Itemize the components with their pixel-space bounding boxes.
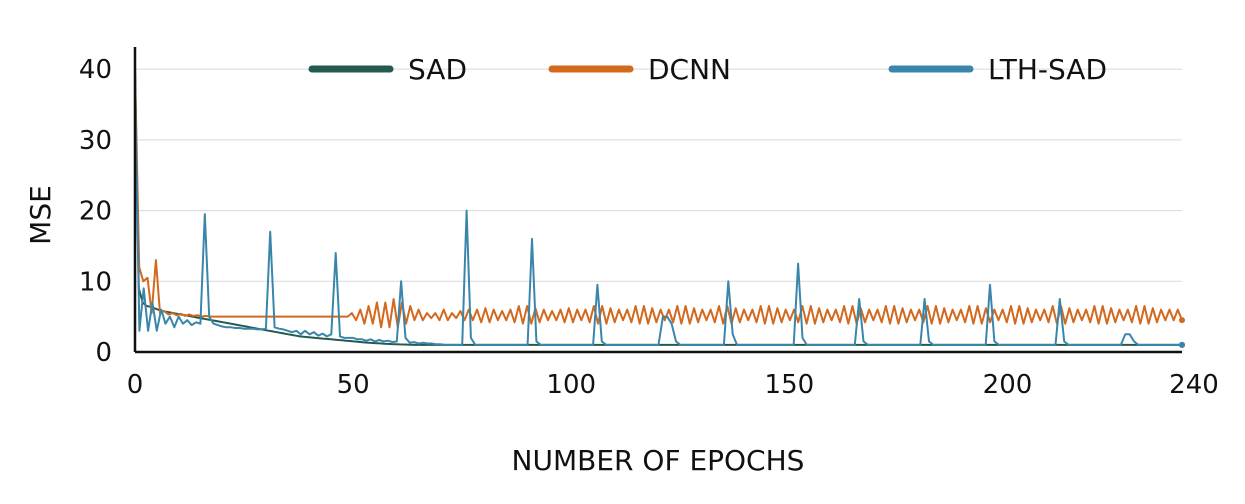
y-tick-label: 20 bbox=[79, 197, 112, 227]
x-tick-label: 100 bbox=[546, 370, 596, 400]
series-lines bbox=[134, 69, 1185, 348]
series-end-point-dcnn bbox=[1179, 317, 1185, 324]
y-tick-label: 10 bbox=[79, 267, 112, 297]
x-tick-label: 200 bbox=[983, 370, 1033, 400]
y-tick-label: 40 bbox=[79, 55, 112, 85]
series-line-dcnn bbox=[134, 69, 1183, 329]
legend-label-dcnn: DCNN bbox=[648, 53, 731, 86]
y-tick-labels: 0 10 20 30 40 bbox=[79, 55, 112, 368]
x-tick-label: 240 bbox=[1169, 370, 1219, 400]
y-tick-label: 0 bbox=[95, 338, 112, 368]
x-axis-title: NUMBER OF EPOCHS bbox=[512, 444, 805, 477]
y-tick-label: 30 bbox=[79, 126, 112, 156]
legend-label-sad: SAD bbox=[408, 53, 467, 86]
x-tick-labels: 0 50 100 150 200 240 bbox=[127, 370, 1219, 400]
x-tick-label: 50 bbox=[337, 370, 370, 400]
gridlines bbox=[135, 68, 1182, 282]
legend: SAD DCNN LTH-SAD bbox=[308, 53, 1107, 86]
x-tick-label: 150 bbox=[765, 370, 815, 400]
x-tick-label: 0 bbox=[127, 370, 144, 400]
series-end-point-lth-sad bbox=[1179, 341, 1185, 348]
legend-label-lth-sad: LTH-SAD bbox=[988, 53, 1107, 86]
y-axis-title: MSE bbox=[24, 185, 57, 245]
series-line-sad bbox=[134, 69, 1182, 346]
axes bbox=[133, 47, 1182, 354]
series-line-lth-sad bbox=[134, 83, 1182, 346]
